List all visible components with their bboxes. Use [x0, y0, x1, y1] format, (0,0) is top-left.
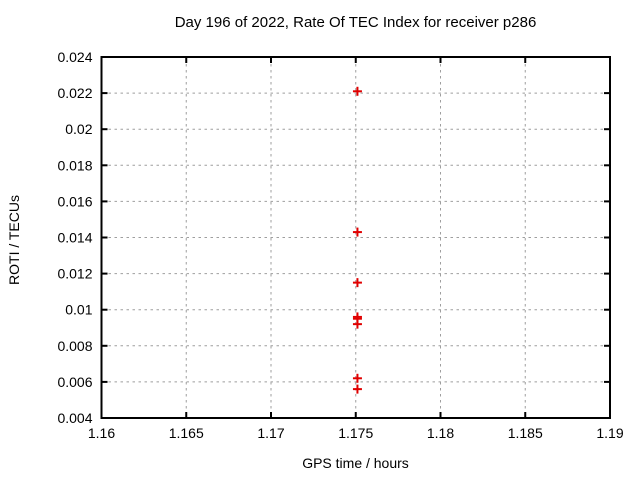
- x-tick-label: 1.16: [88, 425, 115, 441]
- x-tick-label: 1.19: [596, 425, 623, 441]
- x-tick-label: 1.165: [169, 425, 204, 441]
- y-tick-label: 0.006: [57, 374, 92, 390]
- x-tick-label: 1.185: [508, 425, 543, 441]
- y-tick-label: 0.01: [65, 302, 92, 318]
- y-tick-label: 0.012: [57, 266, 92, 282]
- x-tick-label: 1.175: [338, 425, 373, 441]
- gridlines: [108, 64, 603, 411]
- y-axis-label: ROTI / TECUs: [6, 195, 22, 285]
- y-tick-label: 0.024: [57, 49, 92, 65]
- x-tick-label: 1.17: [257, 425, 284, 441]
- y-tick-label: 0.008: [57, 338, 92, 354]
- x-tick-label: 1.18: [427, 425, 454, 441]
- x-axis-label: GPS time / hours: [302, 455, 409, 471]
- y-tick-label: 0.02: [65, 121, 92, 137]
- tick-labels: 1.16 1.165 1.17 1.175 1.18 1.185 1.19 0.004 0.00…: [57, 49, 623, 441]
- y-tick-label: 0.004: [57, 410, 92, 426]
- y-tick-label: 0.022: [57, 85, 92, 101]
- y-tick-label: 0.018: [57, 157, 92, 173]
- chart-title: Day 196 of 2022, Rate Of TEC Index for r…: [174, 14, 537, 31]
- y-tick-label: 0.014: [57, 230, 92, 246]
- tick-marks: [100, 56, 611, 419]
- data-points: [352, 86, 362, 394]
- y-tick-label: 0.016: [57, 193, 92, 209]
